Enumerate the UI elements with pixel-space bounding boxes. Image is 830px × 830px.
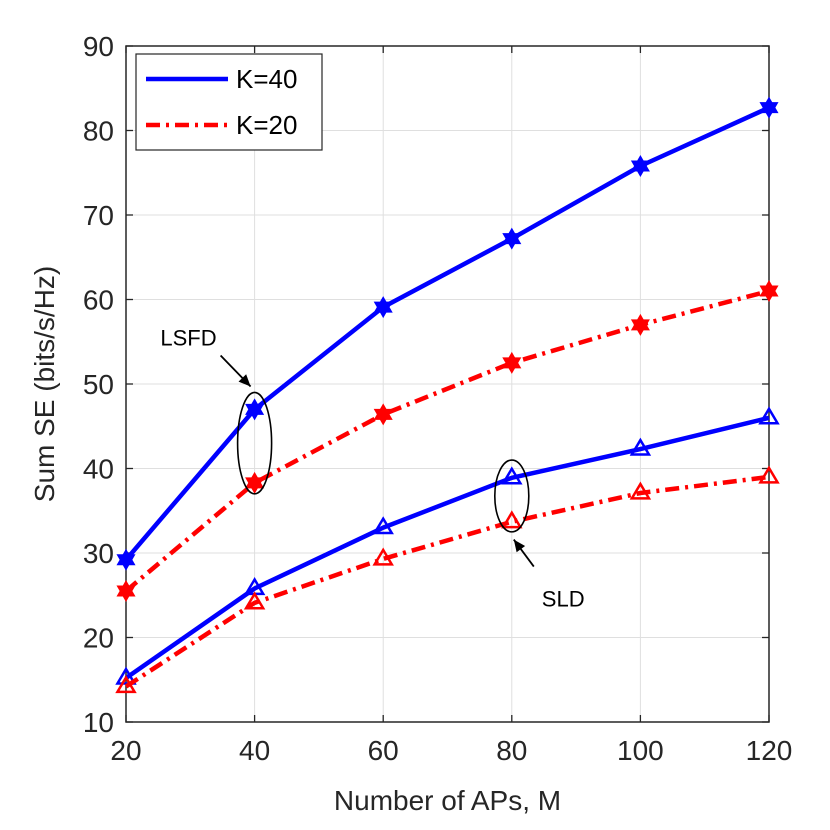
series-line: [124, 474, 770, 689]
axis-ticks: [125, 45, 770, 723]
series-line: [124, 288, 770, 593]
annotation-arrowhead: [238, 374, 251, 387]
annotation-label-sld: SLD: [542, 587, 585, 612]
legend-label-k20: K=20: [236, 110, 297, 140]
data-point-triangle: [372, 547, 394, 566]
data-point-triangle: [629, 437, 652, 456]
data-point-hexagram: [502, 227, 522, 250]
x-tick-label: 120: [746, 735, 793, 766]
hexagram-triangle: [502, 357, 522, 374]
x-tick-label: 20: [110, 735, 141, 766]
data-point-hexagram: [245, 471, 265, 494]
x-tick-label: 80: [496, 735, 527, 766]
hexagram-triangle: [116, 554, 136, 571]
legend-box: [135, 53, 323, 151]
data-point-hexagram: [116, 580, 136, 603]
series-group: [116, 280, 779, 603]
y-tick-label: 90: [83, 31, 114, 62]
data-point-hexagram: [759, 280, 779, 303]
data-point-triangle: [758, 465, 780, 484]
series-group: [116, 96, 779, 571]
y-axis-label: Sum SE (bits/s/Hz): [29, 266, 60, 502]
data-point-triangle: [629, 481, 652, 500]
x-tick-label: 100: [617, 735, 664, 766]
data-point-triangle: [501, 466, 523, 485]
y-tick-label: 60: [83, 285, 114, 316]
data-point-hexagram: [759, 96, 779, 119]
y-tick-label: 40: [83, 454, 114, 485]
data-point-triangle: [372, 516, 394, 535]
hexagram-triangle: [630, 319, 650, 336]
y-tick-label: 20: [83, 623, 114, 654]
data-point-hexagram: [373, 296, 393, 319]
data-series: [115, 96, 780, 694]
annotation-arrowhead: [513, 539, 526, 553]
data-point-hexagram: [630, 154, 650, 177]
hexagram-triangle: [630, 160, 650, 177]
data-point-triangle: [115, 666, 137, 685]
data-point-triangle: [243, 591, 266, 610]
x-tick-label: 60: [368, 735, 399, 766]
legend-label-k40: K=40: [236, 64, 297, 94]
hexagram-triangle: [245, 477, 265, 494]
hexagram-triangle: [373, 301, 393, 319]
x-axis-label: Number of APs, M: [334, 785, 561, 816]
y-tick-label: 10: [83, 707, 114, 738]
hexagram-triangle: [759, 285, 779, 303]
data-point-triangle: [115, 675, 137, 694]
y-tick-label: 80: [83, 116, 114, 147]
annotation-ellipse: [493, 459, 530, 533]
annotation: LSFD: [160, 325, 273, 495]
y-tick-label: 70: [83, 200, 114, 231]
legend: K=40 K=20: [135, 53, 323, 151]
hexagram-triangle: [245, 403, 265, 421]
data-point-triangle: [758, 406, 780, 425]
x-tick-label: 40: [239, 735, 270, 766]
hexagram-triangle: [373, 408, 393, 426]
annotations: LSFD SLD: [160, 325, 584, 611]
annotation-label-lsfd: LSFD: [160, 325, 216, 350]
hexagram-triangle: [116, 585, 136, 603]
hexagram-triangle: [759, 102, 779, 119]
hexagram-triangle: [502, 233, 522, 250]
annotation: SLD: [493, 459, 585, 612]
data-point-hexagram: [373, 403, 393, 426]
data-point-triangle: [501, 510, 523, 529]
series-group: [115, 465, 780, 694]
annotation-ellipse: [236, 391, 273, 495]
y-tick-label: 30: [83, 538, 114, 569]
series-line: [124, 105, 770, 562]
data-point-hexagram: [245, 398, 265, 421]
y-tick-label: 50: [83, 369, 114, 400]
data-point-hexagram: [502, 351, 522, 374]
data-point-hexagram: [630, 313, 650, 336]
series-line: [124, 415, 770, 680]
data-point-hexagram: [116, 548, 136, 571]
